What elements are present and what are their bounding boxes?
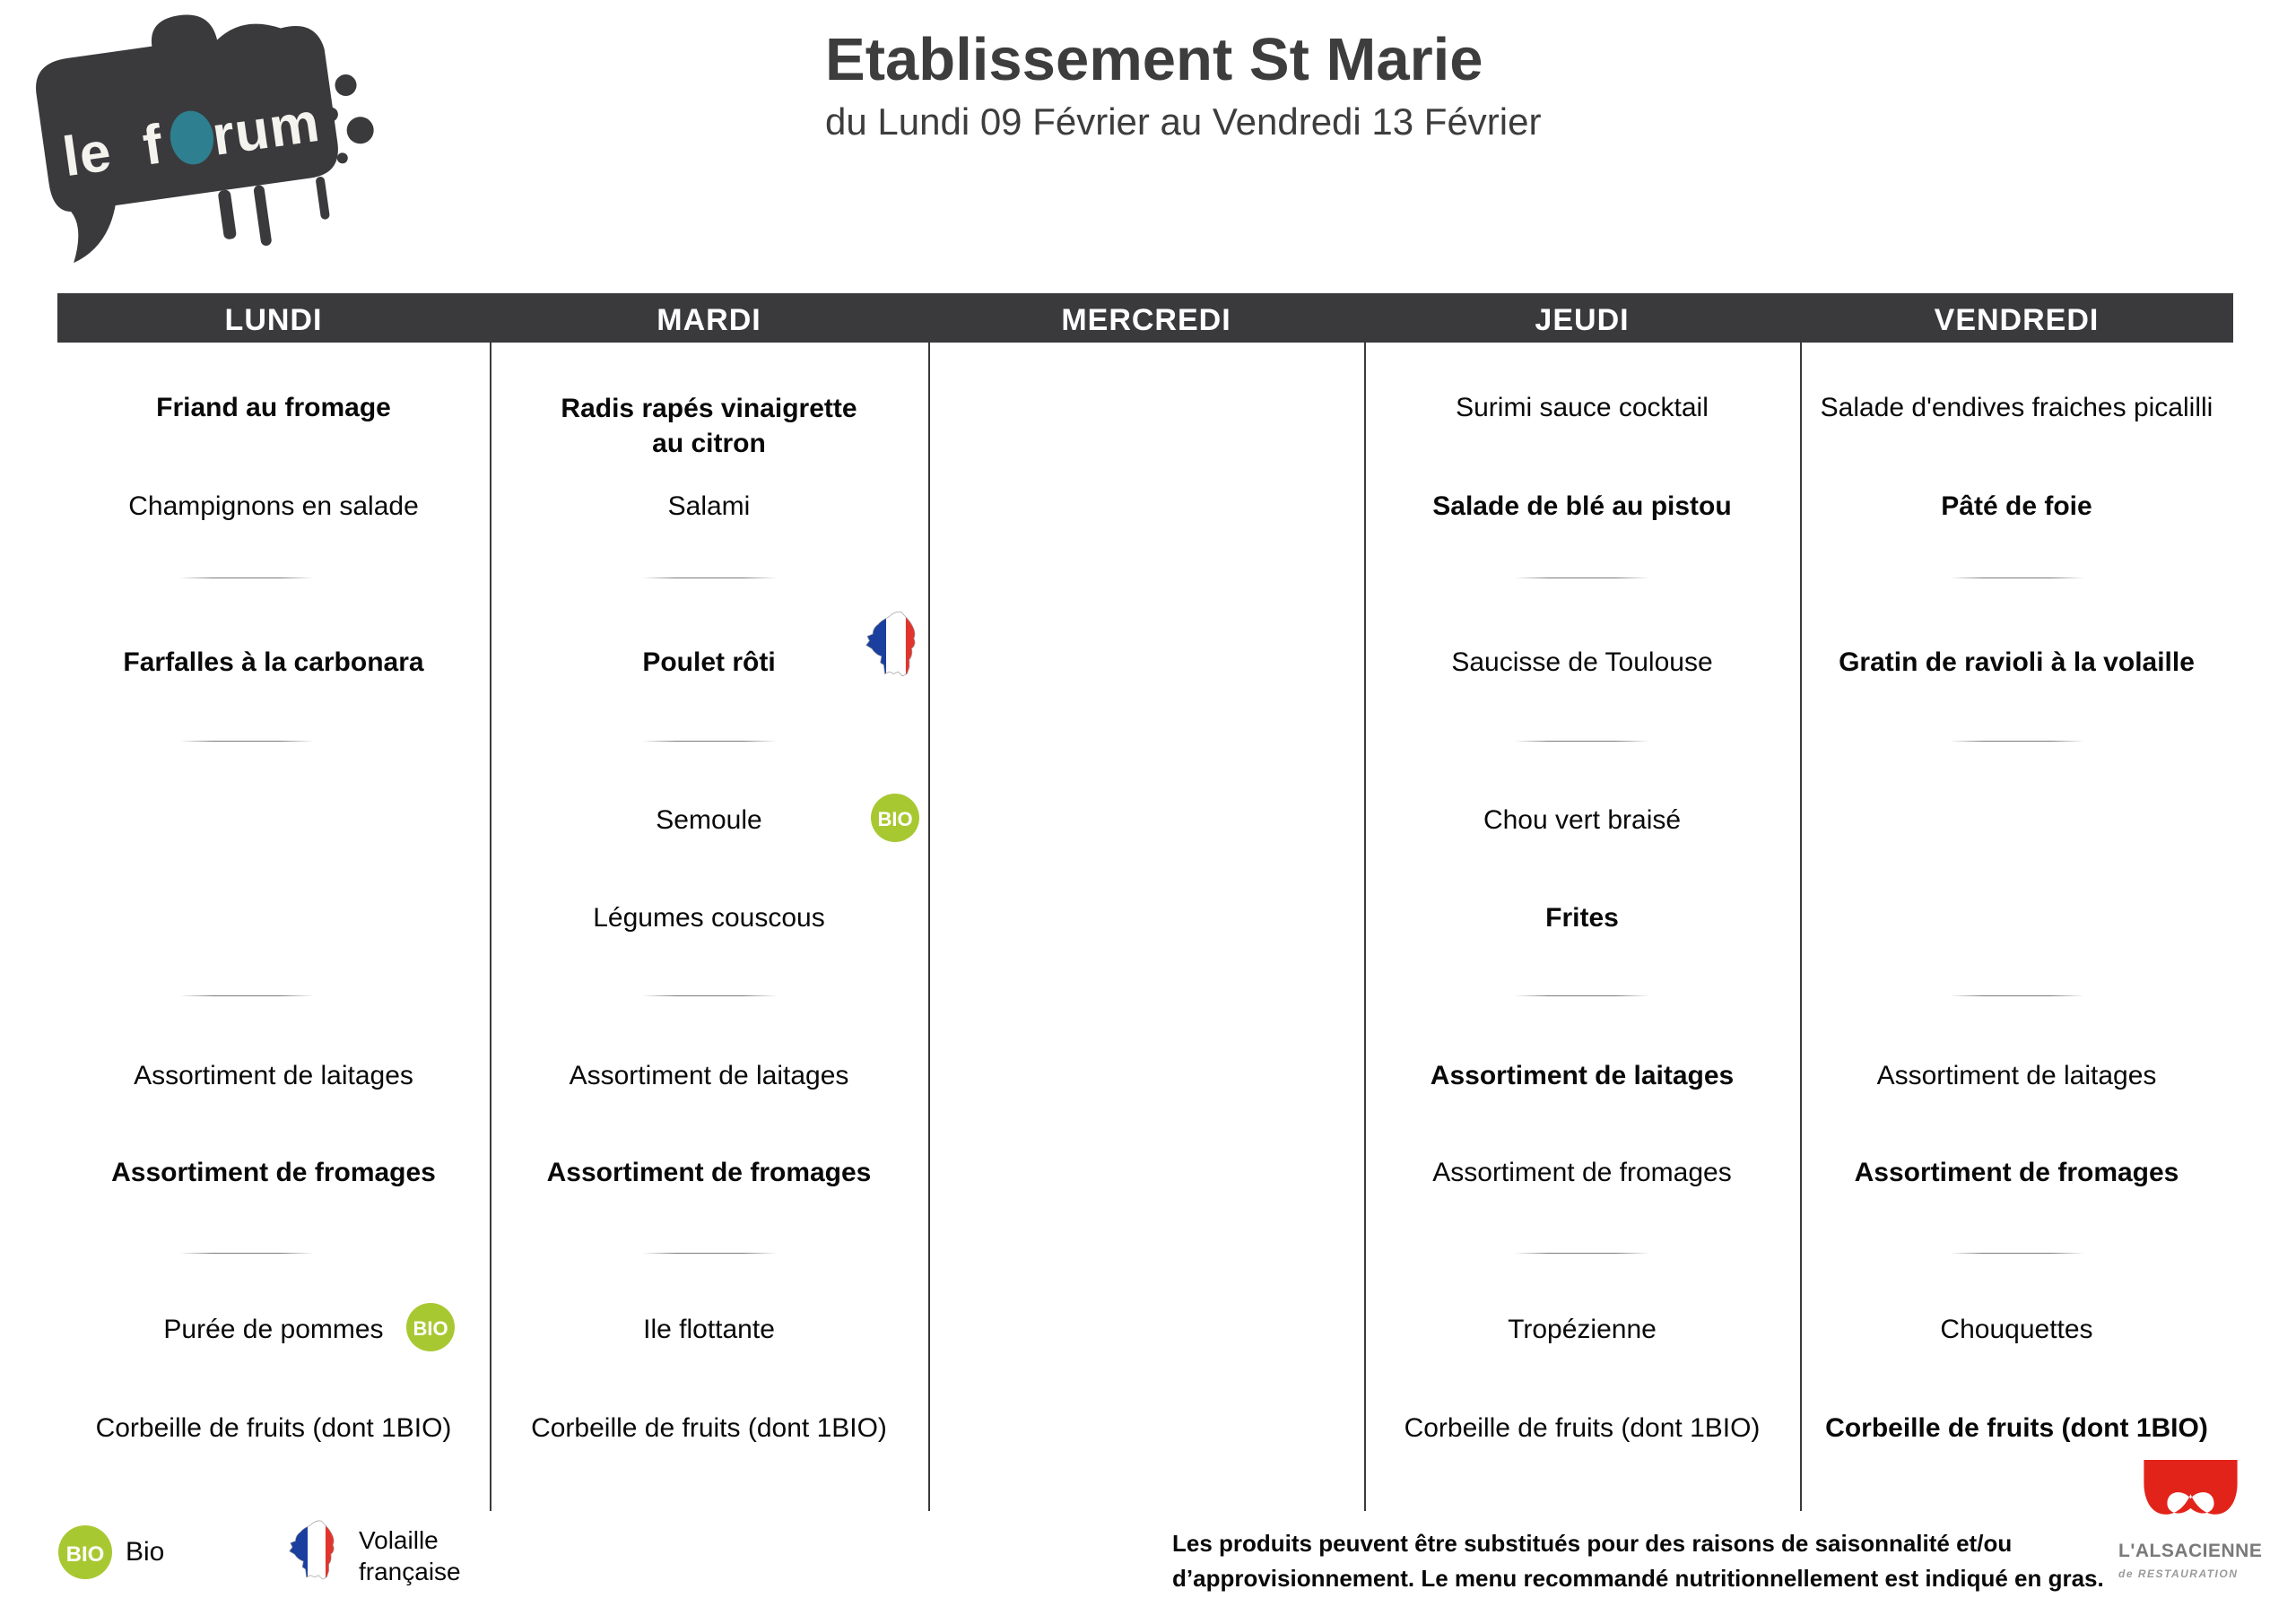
- svg-text:BIO: BIO: [66, 1542, 105, 1567]
- svg-text:BIO: BIO: [877, 808, 912, 830]
- svg-text:BIO: BIO: [413, 1317, 448, 1340]
- svg-text:le: le: [59, 120, 116, 188]
